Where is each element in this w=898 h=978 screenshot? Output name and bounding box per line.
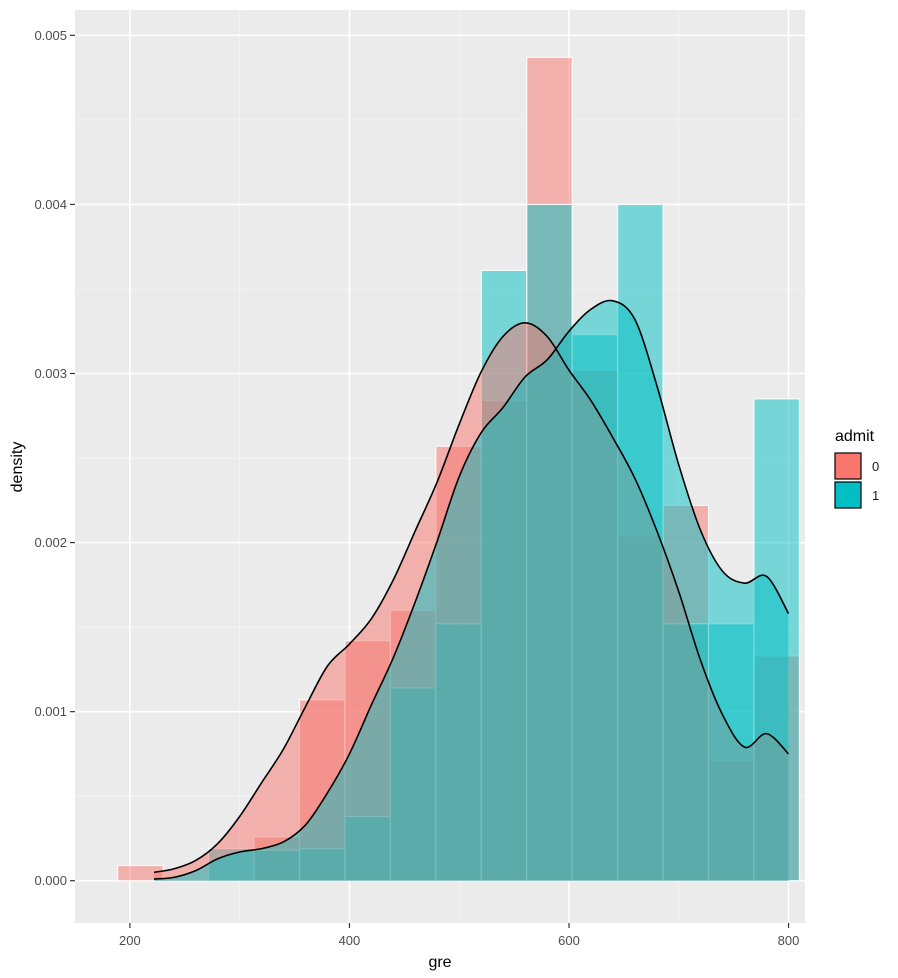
y-tick-label: 0.004 xyxy=(34,197,67,212)
legend-label-0: 0 xyxy=(872,459,879,474)
legend-title: admit xyxy=(835,428,875,445)
y-tick-label: 0.003 xyxy=(34,366,67,381)
y-tick-label: 0.005 xyxy=(34,28,67,43)
y-tick-label: 0.002 xyxy=(34,535,67,550)
density-line-admit-0 xyxy=(153,321,790,874)
density-area-admit-1 xyxy=(154,300,789,881)
x-tick-label: 200 xyxy=(119,933,141,948)
x-axis: 200 400 600 800 xyxy=(119,923,799,948)
y-tick-label: 0.001 xyxy=(34,704,67,719)
x-axis-title: gre xyxy=(428,954,451,971)
x-tick-label: 400 xyxy=(339,933,361,948)
legend-key-0 xyxy=(834,452,862,480)
y-axis: 0.000 0.001 0.002 0.003 0.004 0.005 xyxy=(34,28,75,888)
legend-label-1: 1 xyxy=(872,488,879,503)
x-tick-label: 800 xyxy=(778,933,800,948)
legend-key-1 xyxy=(834,481,862,509)
y-tick-label: 0.000 xyxy=(34,873,67,888)
legend: admit 0 1 xyxy=(834,428,879,509)
x-tick-label: 600 xyxy=(558,933,580,948)
density-line-admit-1 xyxy=(153,299,790,880)
y-axis-title: density xyxy=(9,442,26,493)
density-curves xyxy=(153,299,790,881)
